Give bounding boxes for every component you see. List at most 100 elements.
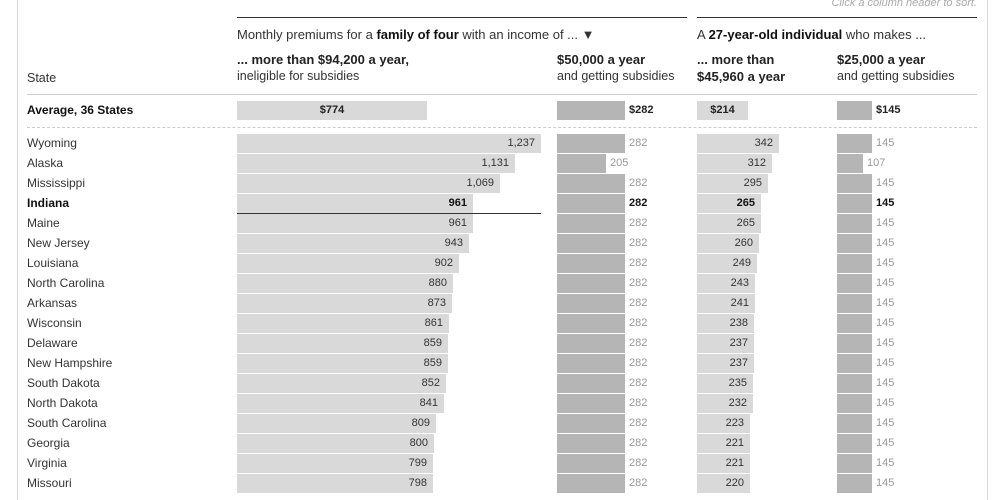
- value-label-family-unsubsidized: 1,237: [507, 137, 535, 149]
- bar-family-subsidized: [557, 314, 625, 333]
- value-label-family-subsidized: 282: [629, 377, 648, 389]
- value-label-family-subsidized: 282: [629, 257, 648, 269]
- bar-individual-unsubsidized: [697, 454, 750, 473]
- value-label-individual-unsubsidized: 237: [729, 337, 748, 349]
- column-header-family-subsidized[interactable]: $50,000 a year and getting subsidies: [557, 51, 674, 85]
- value-label-individual-unsubsidized: 241: [730, 297, 749, 309]
- value-label-family-subsidized: 282: [629, 357, 648, 369]
- bar-individual-subsidized: [837, 214, 872, 233]
- bar-individual-unsubsidized: [697, 134, 779, 153]
- bar-individual-unsubsidized: [697, 334, 754, 353]
- bar-individual-unsubsidized: [697, 354, 754, 373]
- table-row: Delaware 859 282 237 145: [0, 333, 999, 353]
- family-group-title-pre: Monthly premiums for a: [237, 27, 377, 42]
- value-label-family-subsidized: 282: [629, 297, 648, 309]
- bar-family-subsidized: [557, 454, 625, 473]
- state-label: Maine: [27, 216, 60, 230]
- bar-family-subsidized: [557, 254, 625, 273]
- family-group-title-post: with an income of ... ▼: [458, 27, 595, 42]
- bar-individual-subsidized: [837, 254, 872, 273]
- table-row: Mississippi 1,069 282 295 145: [0, 173, 999, 193]
- average-row: Average, 36 States $774 $282 $214 $145: [0, 100, 999, 120]
- value-label-individual-subsidized: 145: [876, 257, 895, 269]
- bar-individual-unsubsidized: [697, 234, 759, 253]
- value-label-family-unsubsidized: 873: [427, 297, 446, 309]
- bar-individual-unsubsidized: [697, 374, 753, 393]
- column-header-individual-subsidized[interactable]: $25,000 a year and getting subsidies: [837, 51, 954, 85]
- value-label-individual-subsidized: 145: [876, 437, 895, 449]
- bar-family-subsidized: [557, 434, 625, 453]
- bar-individual-subsidized: [837, 194, 872, 213]
- table-row: Wyoming 1,237 282 342 145: [0, 133, 999, 153]
- state-label: Mississippi: [27, 176, 86, 190]
- value-label-family-subsidized: 282: [629, 477, 648, 489]
- bar-individual-unsubsidized: [697, 294, 755, 313]
- state-label: New Jersey: [27, 236, 90, 250]
- bar-individual-subsidized: [837, 334, 872, 353]
- column-header-individual-unsubsidized[interactable]: ... more than $45,960 a year: [697, 51, 785, 85]
- state-label: Louisiana: [27, 256, 79, 270]
- bar-family-unsubsidized: [237, 274, 453, 293]
- value-label-individual-unsubsidized: 243: [730, 277, 749, 289]
- bar-individual-unsubsidized: [697, 174, 768, 193]
- bar-individual-unsubsidized: [697, 434, 750, 453]
- table-row: Wisconsin 861 282 238 145: [0, 313, 999, 333]
- bar-individual-subsidized: [837, 134, 872, 153]
- table-row: New Jersey 943 282 260 145: [0, 233, 999, 253]
- value-label-individual-subsidized: 145: [876, 477, 895, 489]
- bar-family-unsubsidized: [237, 374, 446, 393]
- column-header-line1: $50,000 a year: [557, 52, 646, 67]
- column-header-line2: ineligible for subsidies: [237, 69, 360, 83]
- value-label-individual-unsubsidized: $214: [710, 104, 735, 116]
- value-label-individual-subsidized: 145: [876, 457, 895, 469]
- bar-family-unsubsidized: [237, 414, 436, 433]
- state-column-header[interactable]: State: [27, 71, 57, 85]
- value-label-individual-unsubsidized: 312: [747, 157, 766, 169]
- value-label-family-subsidized: 282: [629, 437, 648, 449]
- value-label-family-unsubsidized: 852: [421, 377, 440, 389]
- value-label-individual-subsidized: 145: [876, 197, 895, 209]
- value-label-family-unsubsidized: 809: [411, 417, 430, 429]
- value-label-family-subsidized: 282: [629, 417, 648, 429]
- column-header-family-unsubsidized[interactable]: ... more than $94,200 a year, ineligible…: [237, 51, 409, 85]
- state-label: North Carolina: [27, 276, 105, 290]
- bar-family-subsidized: [557, 154, 606, 173]
- value-label-individual-unsubsidized: 265: [736, 217, 755, 229]
- bar-family-subsidized: [557, 294, 625, 313]
- table-row: Alaska 1,131 205 312 107: [0, 153, 999, 173]
- value-label-family-subsidized: 282: [629, 457, 648, 469]
- state-label: Georgia: [27, 436, 70, 450]
- value-label-individual-subsidized: 145: [876, 137, 895, 149]
- individual-group-title-bold: 27-year-old individual: [708, 27, 843, 42]
- value-label-individual-unsubsidized: 295: [743, 177, 762, 189]
- value-label-family-unsubsidized: 961: [448, 197, 467, 209]
- value-label-family-unsubsidized: 902: [434, 257, 453, 269]
- family-group-title-bold: family of four: [376, 27, 459, 42]
- bar-family-unsubsidized: [237, 334, 448, 353]
- bar-family-subsidized: [557, 174, 625, 193]
- value-label-individual-unsubsidized: 235: [728, 377, 747, 389]
- state-label: Virginia: [27, 456, 67, 470]
- bar-individual-unsubsidized: [697, 154, 772, 173]
- bar-individual-subsidized: [837, 274, 872, 293]
- bar-family-subsidized: [557, 234, 625, 253]
- value-label-family-subsidized: 205: [610, 157, 629, 169]
- bar-family-unsubsidized: [237, 354, 448, 373]
- value-label-family-subsidized: 282: [629, 397, 648, 409]
- value-label-individual-unsubsidized: 260: [734, 237, 753, 249]
- bar-individual-subsidized: [837, 394, 872, 413]
- value-label-family-unsubsidized: 880: [428, 277, 447, 289]
- bar-family-subsidized: [557, 101, 625, 120]
- bar-individual-unsubsidized: [697, 214, 761, 233]
- state-label: Average, 36 States: [27, 103, 134, 117]
- bar-individual-subsidized: [837, 474, 872, 493]
- bar-individual-unsubsidized: [697, 254, 757, 273]
- table-row: New Hampshire 859 282 237 145: [0, 353, 999, 373]
- table-row: North Dakota 841 282 232 145: [0, 393, 999, 413]
- bar-family-unsubsidized: [237, 434, 434, 453]
- column-header-line1: ... more than: [697, 52, 775, 67]
- value-label-family-unsubsidized: 798: [408, 477, 427, 489]
- bar-individual-unsubsidized: [697, 394, 753, 413]
- value-label-individual-subsidized: 145: [876, 237, 895, 249]
- value-label-individual-unsubsidized: 232: [728, 397, 747, 409]
